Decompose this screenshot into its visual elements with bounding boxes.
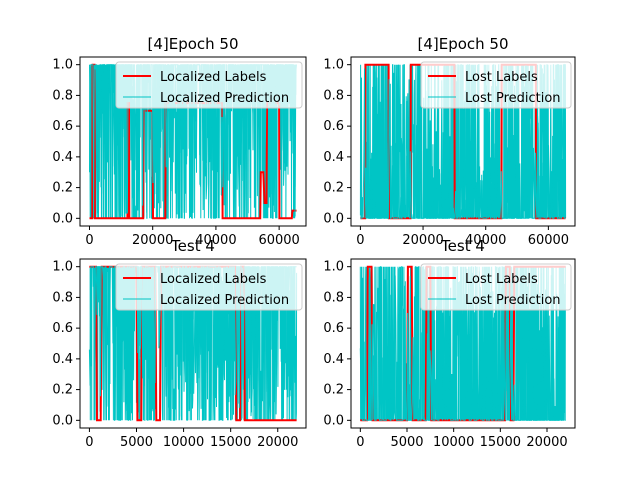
chart-panel-1: 0.0 0.2 0.4 0.6 0.8 1.0 0 20000 40000 60000 [4]Epo… [52, 35, 307, 248]
legend-label-2: Lost Prediction [465, 91, 561, 106]
y-tick-label: 0.2 [323, 181, 344, 196]
y-tick-label: 0.0 [323, 211, 344, 226]
y-tick-label: 0.0 [323, 413, 344, 428]
legend-label-1: Lost Labels [465, 70, 538, 85]
y-tick-label: 0.2 [52, 181, 73, 196]
legend-box [420, 61, 572, 109]
y-tick-label: 0.4 [323, 352, 344, 367]
x-tick-label: 40000 [465, 233, 506, 248]
y-tick-label: 0.4 [52, 150, 73, 165]
legend: Lost Labels Lost Prediction [420, 263, 572, 311]
y-tick-label: 0.0 [52, 413, 73, 428]
chart-title: [4]Epoch 50 [147, 35, 238, 53]
chart-panel-3: 0.0 0.2 0.4 0.6 0.8 1.0 0 5000 10000 15000 20000 Te… [52, 237, 307, 450]
legend-box [115, 61, 303, 109]
series-line-labels [360, 265, 566, 422]
series-line-prediction-overlay [359, 267, 566, 421]
chart-panel-2: 0.0 0.2 0.4 0.6 0.8 1.0 0 20000 40000 60000 [4]Epo… [323, 35, 576, 248]
x-tick-label: 60000 [258, 233, 299, 248]
x-tick-label: 10000 [433, 435, 474, 450]
legend-label-1: Lost Labels [465, 272, 538, 287]
axes-frame [350, 258, 576, 429]
plot-area [359, 265, 566, 422]
x-tick-label: 0 [85, 233, 93, 248]
axes-frame [79, 56, 307, 227]
y-tick-label: 0.2 [52, 383, 73, 398]
axes-frame [79, 258, 307, 429]
x-tick-label: 0 [356, 233, 364, 248]
x-tick-label: 20000 [132, 233, 173, 248]
x-tick-label: 15000 [210, 435, 251, 450]
chart-panel-4: 0.0 0.2 0.4 0.6 0.8 1.0 0 5000 10000 15000 20000 Te… [323, 237, 576, 450]
x-tick-label: 5000 [120, 435, 153, 450]
legend: Localized Labels Localized Prediction [115, 263, 303, 311]
y-tick-label: 0.8 [52, 290, 73, 305]
x-tick-label: 15000 [480, 435, 521, 450]
chart-title: Test 4 [170, 237, 215, 255]
y-tick-label: 0.8 [323, 88, 344, 103]
legend-label-2: Localized Prediction [160, 91, 289, 106]
y-tick-label: 0.4 [323, 150, 344, 165]
y-tick-label: 1.0 [52, 260, 73, 275]
y-tick-label: 1.0 [52, 58, 73, 73]
y-tick-label: 0.0 [52, 211, 73, 226]
axes-frame [350, 56, 576, 227]
y-tick-label: 0.2 [323, 383, 344, 398]
y-tick-label: 0.6 [52, 119, 73, 134]
legend-label-1: Localized Labels [160, 272, 267, 287]
y-tick-label: 0.6 [52, 321, 73, 336]
legend: Localized Labels Localized Prediction [115, 61, 303, 109]
legend-label-2: Lost Prediction [465, 293, 561, 308]
chart-title: [4]Epoch 50 [417, 35, 508, 53]
y-tick-label: 1.0 [323, 260, 344, 275]
x-tick-label: 20000 [526, 435, 567, 450]
x-tick-label: 5000 [390, 435, 423, 450]
x-tick-label: 60000 [528, 233, 569, 248]
legend-box [420, 263, 572, 311]
y-tick-label: 0.8 [52, 88, 73, 103]
x-tick-label: 10000 [163, 435, 204, 450]
y-tick-label: 0.6 [323, 119, 344, 134]
y-tick-label: 0.8 [323, 290, 344, 305]
x-tick-label: 0 [356, 435, 364, 450]
legend: Lost Labels Lost Prediction [420, 61, 572, 109]
y-tick-label: 0.4 [52, 352, 73, 367]
legend-box [115, 263, 303, 311]
y-tick-label: 1.0 [323, 58, 344, 73]
x-tick-label: 0 [85, 435, 93, 450]
chart-title: Test 4 [440, 237, 485, 255]
x-tick-label: 20000 [257, 435, 298, 450]
x-tick-label: 20000 [402, 233, 443, 248]
x-tick-label: 40000 [195, 233, 236, 248]
legend-label-1: Localized Labels [160, 70, 267, 85]
y-tick-label: 0.6 [323, 321, 344, 336]
legend-label-2: Localized Prediction [160, 293, 289, 308]
